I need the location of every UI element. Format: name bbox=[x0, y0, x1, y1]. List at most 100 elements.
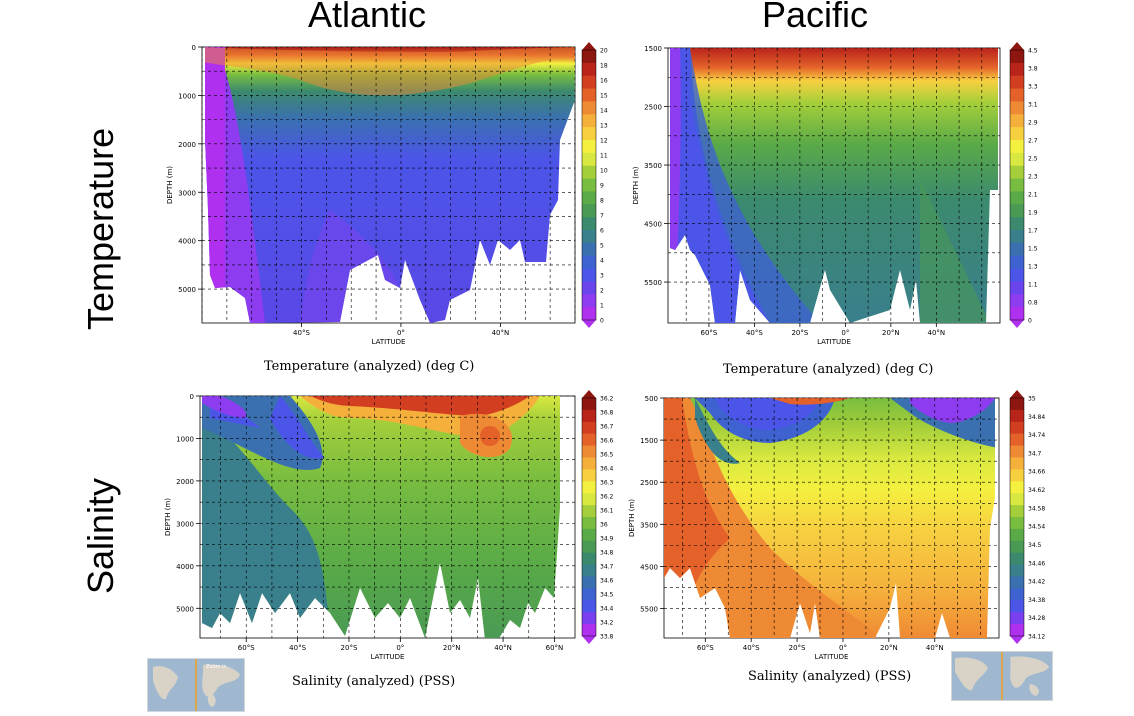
colorbar-label: 34.58 bbox=[1028, 505, 1045, 512]
pacific-temperature-caption: Temperature (analyzed) (deg C) bbox=[723, 362, 934, 377]
y-tick-label: 1500 bbox=[644, 45, 662, 53]
colorbar-top-arrow bbox=[1010, 42, 1024, 50]
colorbar-label: 34.84 bbox=[1028, 414, 1045, 421]
colorbar-label: 4 bbox=[600, 258, 604, 265]
colorbar-swatch bbox=[1010, 398, 1024, 411]
colorbar-label: 34.54 bbox=[1028, 524, 1045, 531]
colorbar-frame bbox=[581, 49, 597, 321]
colorbar-label: 36.3 bbox=[600, 480, 614, 487]
colorbar-swatch bbox=[1010, 552, 1024, 565]
colorbar-label: 1.1 bbox=[1028, 282, 1038, 289]
colorbar-label: 10 bbox=[600, 168, 608, 175]
colorbar-swatch bbox=[582, 457, 596, 470]
colorbar-swatch bbox=[1010, 255, 1024, 269]
colorbar-swatch bbox=[582, 493, 596, 506]
colorbar-swatch bbox=[582, 517, 596, 530]
x-tick-label: 40°S bbox=[293, 329, 310, 337]
colorbar-swatch bbox=[1010, 612, 1024, 625]
colorbar-label: 2.9 bbox=[1028, 120, 1038, 127]
colorbar-swatch bbox=[582, 62, 596, 77]
pacific-section-map[interactable] bbox=[951, 651, 1053, 701]
colorbar-frame bbox=[581, 397, 597, 637]
colorbar-swatch bbox=[582, 469, 596, 482]
x-tick-label: 60°S bbox=[701, 329, 718, 337]
y-tick-label: 2000 bbox=[178, 141, 196, 149]
colorbar-swatch bbox=[1010, 433, 1024, 446]
colorbar-label: 36.7 bbox=[600, 424, 614, 431]
colorbar-label: 35 bbox=[1028, 396, 1036, 403]
colorbar-label: 34.42 bbox=[1028, 579, 1045, 586]
colorbar-swatch bbox=[582, 152, 596, 167]
colorbar-label: 0 bbox=[1028, 318, 1032, 325]
zoom-in-label: Zoom in bbox=[206, 664, 227, 670]
x-tick-label: 40°N bbox=[492, 329, 510, 337]
y-tick-label: 5500 bbox=[640, 606, 658, 614]
colorbar-swatch bbox=[1010, 624, 1024, 637]
colorbar-swatch bbox=[1010, 140, 1024, 154]
x-tick-label: 40°N bbox=[494, 644, 512, 652]
atlantic-section-map[interactable]: Zoom in bbox=[147, 658, 245, 712]
colorbar-label: 9 bbox=[600, 183, 604, 190]
colorbar-label: 8 bbox=[600, 198, 604, 205]
colorbar-label: 36.6 bbox=[600, 438, 614, 445]
atlantic-salinity-caption: Salinity (analyzed) (PSS) bbox=[292, 674, 456, 689]
colorbar-label: 16 bbox=[600, 78, 608, 85]
world-map-icon: Zoom in bbox=[148, 659, 244, 711]
colorbar-swatch bbox=[1010, 481, 1024, 494]
colorbar-swatch bbox=[1010, 564, 1024, 577]
colorbar-swatch bbox=[582, 409, 596, 423]
colorbar-swatch bbox=[1010, 528, 1024, 542]
colorbar-swatch bbox=[1010, 242, 1024, 257]
colorbar-swatch bbox=[1010, 281, 1024, 295]
colorbar-label: 36.5 bbox=[600, 452, 614, 459]
colorbar-swatch bbox=[1010, 268, 1024, 282]
y-tick-label: 4500 bbox=[644, 221, 662, 229]
colorbar-label: 34.62 bbox=[1028, 487, 1045, 494]
colorbar-label: 20 bbox=[600, 48, 608, 55]
colorbar-label: 36.4 bbox=[600, 466, 614, 473]
colorbar-swatch bbox=[582, 421, 596, 435]
y-tick-label: 3000 bbox=[178, 189, 196, 197]
y-axis-label: DEPTH (m) bbox=[166, 166, 174, 204]
colorbar-swatch bbox=[1010, 600, 1024, 613]
colorbar-label: 34.46 bbox=[1028, 560, 1045, 567]
colorbar-swatch bbox=[582, 398, 596, 411]
atlantic-salinity-chart: 0 1000 2000 3000 4000 5000 60°S 40°S 20°S 0° 20°N 4… bbox=[164, 390, 614, 661]
colorbar-swatch bbox=[582, 101, 596, 115]
colorbar-swatch bbox=[582, 540, 596, 554]
x-tick-label: 40°S bbox=[746, 329, 763, 337]
x-tick-label: 60°N bbox=[546, 644, 564, 652]
colorbar-label: 5 bbox=[600, 243, 604, 250]
colorbar-label: 36.1 bbox=[600, 508, 614, 515]
colorbar-top-arrow bbox=[582, 390, 596, 398]
y-tick-label: 0 bbox=[190, 393, 194, 401]
colorbar-label: 3.3 bbox=[1028, 84, 1038, 91]
x-tick-label: 0° bbox=[841, 329, 849, 337]
x-tick-label: 20°N bbox=[880, 644, 898, 652]
x-tick-label: 20°S bbox=[789, 644, 806, 652]
pacific-temperature-chart: 1500 2500 3500 4500 5500 60°S 40°S 20°S 0° 20°N 40… bbox=[632, 42, 1038, 346]
colorbar-swatch bbox=[1010, 152, 1024, 167]
colorbar-label: 4.5 bbox=[1028, 48, 1038, 55]
colorbar-top-arrow bbox=[582, 42, 596, 50]
colorbar-swatch bbox=[1010, 294, 1024, 308]
colorbar-label: 34.5 bbox=[600, 592, 614, 599]
y-tick-label: 500 bbox=[645, 395, 658, 403]
colorbar-bottom-arrow bbox=[582, 636, 596, 644]
colorbar-frame bbox=[1009, 49, 1025, 321]
colorbar-swatch bbox=[582, 268, 596, 282]
colorbar-swatch bbox=[1010, 127, 1024, 141]
colorbar-bottom-arrow bbox=[582, 320, 596, 328]
colorbar-swatch bbox=[582, 612, 596, 625]
colorbar-label: 6 bbox=[600, 228, 604, 235]
colorbar-label: 3.8 bbox=[1028, 66, 1038, 73]
colorbar-swatch bbox=[1010, 540, 1024, 554]
y-tick-label: 4500 bbox=[640, 563, 658, 571]
colorbar-swatch bbox=[582, 114, 596, 128]
colorbar-label: 3 bbox=[600, 273, 604, 280]
colorbar-label: 34.6 bbox=[600, 578, 614, 585]
colorbar-bottom-arrow bbox=[1010, 320, 1024, 328]
x-tick-label: 40°N bbox=[926, 644, 944, 652]
colorbar-swatch bbox=[1010, 409, 1024, 423]
colorbar-label: 1.3 bbox=[1028, 264, 1038, 271]
